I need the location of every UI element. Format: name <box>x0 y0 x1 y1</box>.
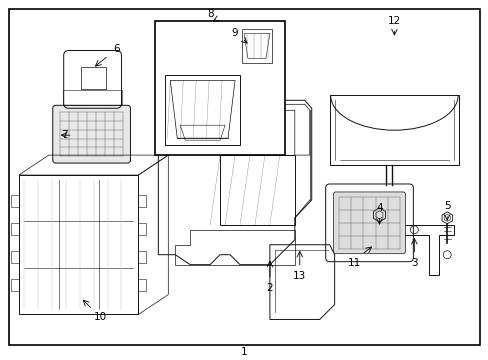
Text: 12: 12 <box>387 15 400 26</box>
Text: 7: 7 <box>61 130 68 140</box>
Text: 4: 4 <box>375 203 382 213</box>
Text: 10: 10 <box>94 312 107 323</box>
Text: 1: 1 <box>240 347 247 357</box>
Text: 13: 13 <box>293 271 306 281</box>
FancyBboxPatch shape <box>333 192 405 254</box>
Text: 11: 11 <box>347 258 361 268</box>
Text: 2: 2 <box>266 283 273 293</box>
Text: 6: 6 <box>113 44 120 54</box>
Bar <box>81 67 105 89</box>
Text: 3: 3 <box>410 258 417 268</box>
Bar <box>329 95 458 165</box>
Text: 5: 5 <box>443 201 449 211</box>
Bar <box>19 175 138 315</box>
Text: 8: 8 <box>206 9 213 19</box>
FancyBboxPatch shape <box>53 105 130 163</box>
Text: 9: 9 <box>231 28 238 37</box>
Bar <box>155 21 285 155</box>
